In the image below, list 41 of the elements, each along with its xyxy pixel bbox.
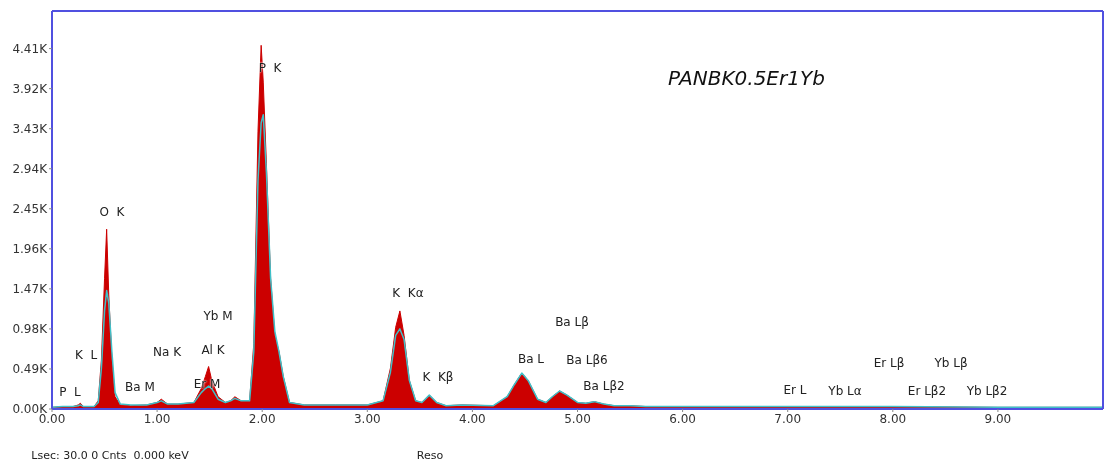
annotation: K Kβ (422, 370, 454, 384)
annotation: Yb M (203, 309, 233, 323)
annotation: K L (74, 348, 98, 362)
annotation: Ba L (517, 352, 545, 366)
x-tick-label: 3.00 (353, 411, 381, 426)
x-tick-label: 8.00 (879, 411, 907, 426)
x-tick-label: 5.00 (564, 411, 591, 426)
y-tick-label: 3.43K (12, 121, 49, 136)
y-tick-label: 2.94K (12, 161, 49, 176)
annotation: O K (99, 205, 125, 219)
x-tick-label: 4.00 (459, 411, 486, 426)
annotation: Ba Lβ6 (566, 353, 608, 367)
y-tick-label: 4.41K (12, 41, 49, 56)
annotation: K Kα (392, 286, 424, 300)
annotation: Yb Lβ2 (966, 384, 1008, 398)
y-tick-label: 1.47K (12, 282, 49, 297)
x-tick-label: 9.00 (984, 411, 1012, 426)
annotation: P K (258, 61, 282, 75)
y-tick-label: 0.98K (12, 322, 49, 337)
annotation: Na K (152, 345, 182, 359)
annotation: Ba Lβ (555, 315, 589, 329)
y-tick-label: 0.49K (12, 362, 49, 377)
annotation: Yb Lα (828, 384, 862, 398)
annotation: Ba Lβ2 (583, 379, 625, 393)
annotation: P L (59, 385, 81, 399)
annotation: Er L (783, 383, 807, 397)
text: Lsec: 30.0 0 Cnts 0.000 keV (31, 449, 189, 463)
x-tick-label: 2.00 (248, 411, 276, 426)
annotation: Al K (201, 343, 225, 357)
x-tick-label: 6.00 (669, 411, 696, 426)
annotation: Er Lβ (873, 356, 905, 370)
text: PANBK0.5Er1Yb (668, 66, 825, 90)
y-tick-label: 2.45K (12, 202, 49, 217)
annotation: Er Lβ2 (907, 384, 947, 398)
annotation: Yb Lβ (934, 356, 968, 370)
y-tick-label: 1.96K (12, 242, 49, 257)
x-tick-label: 7.00 (774, 411, 802, 426)
x-tick-label: 1.00 (143, 411, 171, 426)
y-tick-label: 3.92K (12, 81, 49, 96)
annotation: Ba M (125, 380, 155, 394)
text: Reso (416, 449, 444, 463)
